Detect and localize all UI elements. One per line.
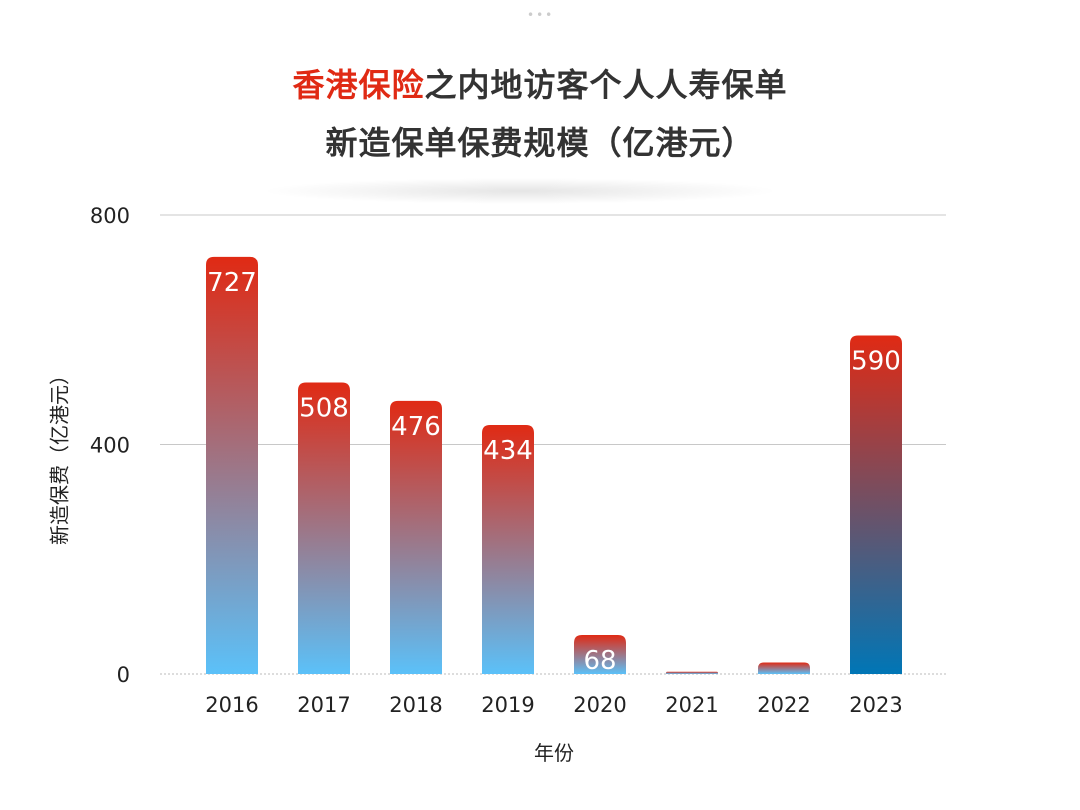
title-line1-rest: 之内地访客个人人寿保单 <box>424 66 788 104</box>
data-label: 434 <box>483 436 533 466</box>
drag-handle-icon: ••• <box>527 8 555 22</box>
x-tick-label: 2021 <box>665 693 718 717</box>
data-label: 68 <box>583 646 616 676</box>
x-tick-label: 2023 <box>849 693 902 717</box>
bar-2017 <box>298 382 350 674</box>
bar-2018 <box>390 400 442 674</box>
bar-2021 <box>666 671 718 674</box>
bar-2022 <box>758 662 810 674</box>
x-tick-label: 2016 <box>205 693 258 717</box>
x-tick-label: 2020 <box>573 693 626 717</box>
y-axis-label: 新造保费（亿港元） <box>47 365 72 545</box>
title-highlight: 香港保险 <box>292 66 425 104</box>
y-tick-label: 0 <box>117 663 130 687</box>
x-tick-label: 2017 <box>297 693 350 717</box>
x-tick-label: 2019 <box>481 693 534 717</box>
chart-title-line2: 新造保单保费规模（亿港元） <box>325 124 755 162</box>
title-shadow <box>260 178 780 204</box>
bar-2023 <box>850 335 902 674</box>
y-tick-label: 800 <box>90 204 130 228</box>
bar-2019 <box>482 424 534 674</box>
x-tick-label: 2022 <box>757 693 810 717</box>
chart-title-line1: 香港保险之内地访客个人人寿保单 <box>0 60 1080 106</box>
x-tick-label: 2018 <box>389 693 442 717</box>
bar-2016 <box>206 256 258 674</box>
x-axis-label: 年份 <box>534 741 574 765</box>
data-label: 590 <box>851 346 901 376</box>
data-label: 727 <box>207 268 257 298</box>
bar-2020 <box>574 634 626 674</box>
data-label: 476 <box>391 412 441 442</box>
y-tick-label: 400 <box>90 434 130 458</box>
data-label: 508 <box>299 394 349 424</box>
